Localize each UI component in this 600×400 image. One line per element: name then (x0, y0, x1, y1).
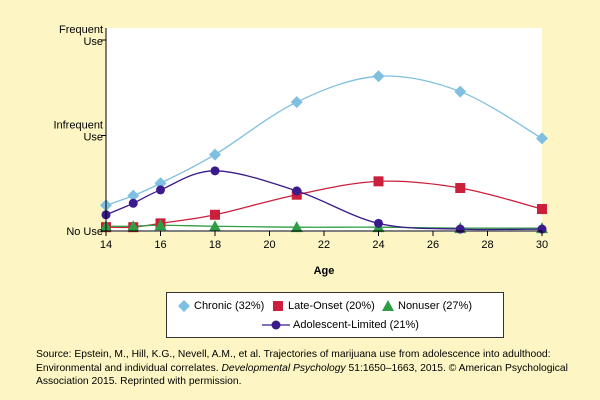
x-tick-label: 28 (481, 239, 493, 251)
y-tick-label: Infrequent Use (53, 120, 103, 144)
triangle-marker-icon (382, 300, 394, 311)
chronic-point (127, 189, 140, 202)
x-tick-label: 16 (154, 239, 166, 251)
late-onset-point (210, 209, 220, 220)
x-tick-label: 30 (536, 239, 548, 251)
x-tick-label: 18 (209, 239, 221, 251)
legend-label-adolescent-limited: Adolescent-Limited (21%) (293, 319, 419, 331)
legend-label-chronic: Chronic (32%) (194, 300, 265, 312)
x-tick-label: 14 (100, 239, 112, 251)
late-onset-point (373, 176, 384, 187)
nonuser-point (154, 219, 167, 231)
square-marker-icon (273, 301, 283, 311)
circle-marker-icon (262, 320, 290, 330)
chronic-point (536, 132, 548, 145)
axes-layer: 14 16 18 20 22 24 26 28 30 Age No Use Infrequent Use… (53, 24, 548, 277)
source-text-suffix: 51:1650–1663, 2015. © American Psycholog… (36, 362, 568, 388)
legend-label-nonuser: Nonuser (27%) (398, 300, 472, 312)
legend-item-adolescent-limited: Adolescent-Limited (21%) (262, 318, 419, 332)
y-tick-label: No Use (66, 226, 103, 238)
late-onset-point (537, 204, 547, 215)
legend: Chronic (32%) Late-Onset (20%) Nonuser (… (166, 292, 504, 338)
chronic-point (209, 148, 221, 161)
chronic-point (290, 96, 303, 109)
adolescent-limited-point (156, 185, 165, 195)
late-onset-point (455, 183, 466, 194)
series-layer (100, 70, 548, 234)
source-text-prefix: Source: Epstein, M., Hill, K.G., Nevell,… (36, 349, 551, 374)
x-tick-label: 24 (372, 239, 384, 251)
source-citation: Source: Epstein, M., Hill, K.G., Nevell,… (36, 348, 576, 389)
legend-label-late-onset: Late-Onset (20%) (288, 300, 375, 312)
nonuser-point (127, 220, 140, 232)
adolescent-limited-point (374, 218, 383, 228)
diamond-marker-icon (178, 300, 190, 312)
x-axis-label: Age (314, 265, 335, 277)
nonuser-point (209, 220, 221, 232)
x-tick-label: 22 (318, 239, 330, 251)
legend-item-chronic: Chronic (32%) (177, 299, 264, 313)
adolescent-limited-point (292, 186, 302, 196)
adolescent-limited-point (128, 198, 138, 208)
chronic-point (454, 85, 467, 98)
x-tick-label: 26 (427, 239, 439, 251)
source-journal: Developmental Psychology (221, 362, 346, 374)
chronic-point (372, 70, 385, 83)
nonuser-point (290, 221, 303, 233)
legend-item-late-onset: Late-Onset (20%) (271, 299, 375, 313)
adolescent-limited-point (210, 166, 220, 176)
y-tick-label: Frequent Use (59, 24, 103, 48)
x-tick-label: 20 (263, 239, 275, 251)
legend-item-nonuser: Nonuser (27%) (381, 299, 472, 313)
plot-area (106, 28, 542, 232)
adolescent-limited-point (455, 224, 465, 234)
chronic-point (154, 177, 167, 190)
